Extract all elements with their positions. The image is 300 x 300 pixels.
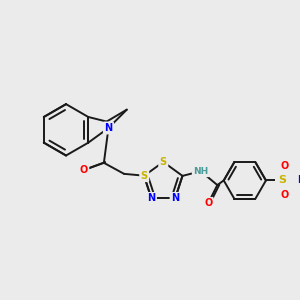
Text: S: S <box>141 171 148 181</box>
Text: N: N <box>171 194 179 203</box>
Text: NH: NH <box>193 167 208 176</box>
Text: S: S <box>160 157 167 167</box>
Text: O: O <box>280 190 288 200</box>
Text: N: N <box>104 123 112 133</box>
Text: O: O <box>204 198 212 208</box>
Text: N: N <box>147 194 155 203</box>
Text: O: O <box>280 161 288 171</box>
Text: O: O <box>80 165 88 175</box>
Text: S: S <box>278 176 286 185</box>
Text: N: N <box>297 176 300 185</box>
